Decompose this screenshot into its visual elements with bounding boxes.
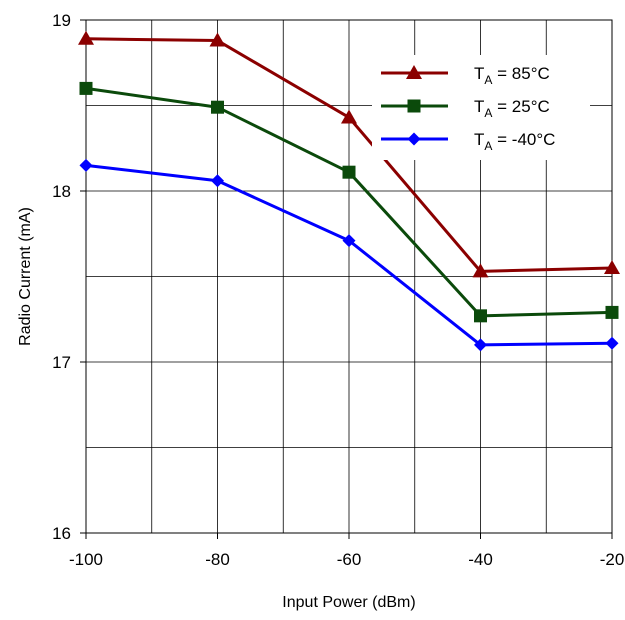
x-tick-label: -80	[205, 550, 230, 569]
y-tick-label: 16	[52, 524, 71, 543]
legend-label: TA = -40°C	[474, 130, 555, 153]
legend-marker	[407, 99, 421, 113]
x-tick-label: -60	[337, 550, 362, 569]
legend-item: TA = 25°C	[381, 97, 550, 120]
data-point-triangle	[472, 263, 489, 278]
legend: TA = 85°C TA = 25°C TA = -40°C	[372, 55, 590, 160]
data-point-triangle	[604, 259, 620, 274]
data-point-triangle	[341, 109, 357, 124]
data-point-square	[342, 165, 356, 179]
data-point-diamond	[79, 158, 93, 172]
y-axis-label: Radio Current (mA)	[17, 207, 34, 346]
x-axis-label: Input Power (dBm)	[282, 594, 415, 611]
series-square	[79, 81, 619, 323]
series-diamond	[79, 158, 619, 352]
data-point-square	[211, 100, 224, 114]
series-lines	[78, 30, 620, 352]
x-tick-label: -40	[468, 550, 493, 569]
data-point-diamond	[342, 234, 356, 248]
data-point-square	[79, 81, 93, 95]
legend-marker	[406, 65, 422, 79]
x-tick-label: -20	[600, 550, 625, 569]
data-point-diamond	[211, 174, 224, 188]
data-point-square	[605, 305, 619, 319]
x-axis-ticks: -100 -80 -60 -40 -20	[69, 533, 624, 569]
legend-item: TA = 85°C	[381, 64, 550, 87]
legend-label: TA = 85°C	[474, 64, 550, 87]
series-triangle	[78, 30, 620, 278]
legend-item: TA = -40°C	[381, 130, 555, 153]
data-point-triangle	[209, 32, 226, 47]
y-tick-label: 18	[52, 182, 71, 201]
legend-marker	[407, 132, 421, 146]
data-point-square	[474, 309, 487, 323]
y-axis-ticks: 16 17 18 19	[52, 11, 86, 543]
y-tick-label: 17	[52, 353, 71, 372]
data-point-diamond	[605, 336, 619, 350]
x-tick-label: -100	[69, 550, 103, 569]
legend-label: TA = 25°C	[474, 97, 550, 120]
data-point-diamond	[474, 338, 487, 352]
y-tick-label: 19	[52, 11, 71, 30]
data-point-triangle	[78, 30, 94, 45]
